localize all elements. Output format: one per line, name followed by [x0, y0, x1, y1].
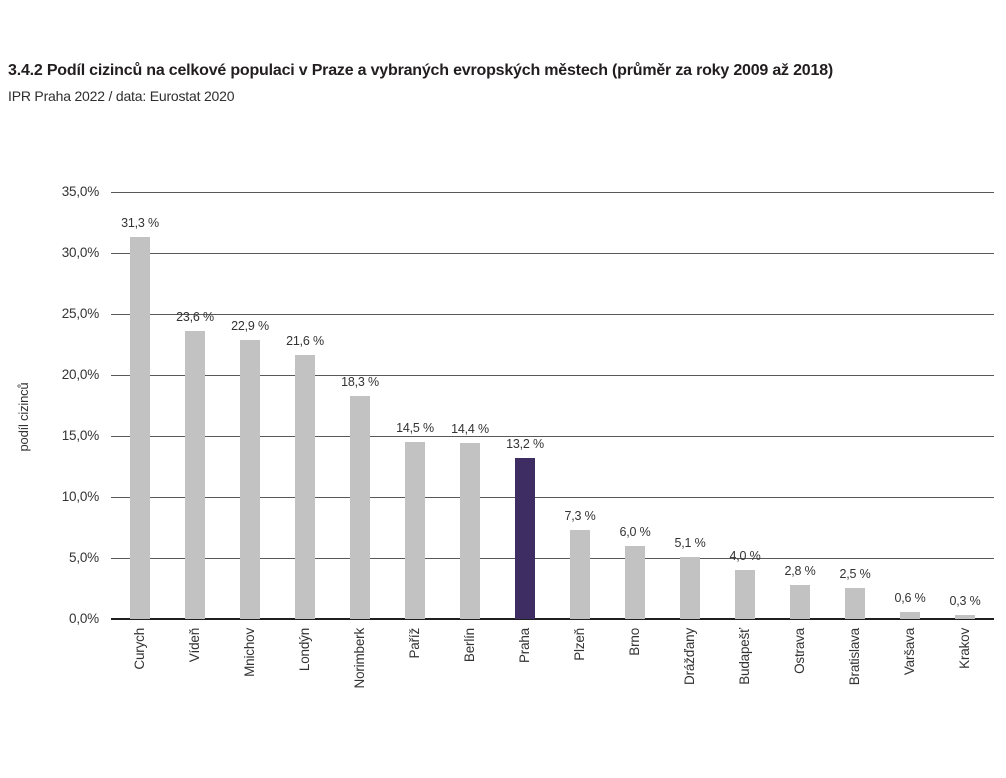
- x-axis-label-bratislava: Bratislava: [847, 628, 862, 686]
- y-gridline: [111, 192, 994, 193]
- bar-drazdany: [680, 557, 700, 619]
- bar-brno: [625, 546, 645, 619]
- x-axis-label-londyn: Londýn: [297, 628, 312, 672]
- y-gridline: [111, 253, 994, 254]
- bar-berlin: [460, 443, 480, 619]
- x-axis-line: [111, 618, 994, 620]
- bar-value-label-brno: 6,0 %: [619, 525, 651, 539]
- bar-mnichov: [240, 340, 260, 619]
- y-tick-label: 20,0%: [61, 367, 99, 382]
- x-axis-label-budapest: Budapešť: [737, 628, 752, 685]
- y-tick-label: 25,0%: [61, 306, 99, 321]
- bar-value-label-curych: 31,3 %: [121, 216, 159, 230]
- x-axis-label-viden: Vídeň: [187, 628, 202, 663]
- x-axis-label-varsava: Varšava: [902, 628, 917, 676]
- bar-value-label-bratislava: 2,5 %: [839, 567, 871, 581]
- x-axis-label-curych: Curych: [132, 628, 147, 670]
- y-tick-label: 10,0%: [61, 489, 99, 504]
- bar-value-label-krakov: 0,3 %: [949, 594, 981, 608]
- bar-viden: [185, 331, 205, 619]
- page-source: IPR Praha 2022 / data: Eurostat 2020: [8, 88, 235, 104]
- y-gridline: [111, 497, 994, 498]
- bar-londyn: [295, 355, 315, 619]
- y-gridline: [111, 375, 994, 376]
- x-axis-label-mnichov: Mnichov: [242, 628, 257, 677]
- bar-value-label-budapest: 4,0 %: [729, 549, 761, 563]
- bar-curych: [130, 237, 150, 619]
- bar-value-label-londyn: 21,6 %: [286, 334, 324, 348]
- bar-pariz: [405, 442, 425, 619]
- x-axis-label-praha: Praha: [517, 628, 532, 664]
- bar-praha: [515, 458, 535, 619]
- bar-krakov: [955, 615, 975, 619]
- bar-value-label-viden: 23,6 %: [176, 310, 214, 324]
- bar-value-label-drazdany: 5,1 %: [674, 536, 706, 550]
- y-tick-label: 0,0%: [69, 611, 99, 626]
- bar-ostrava: [790, 585, 810, 619]
- y-gridline: [111, 558, 994, 559]
- y-tick-label: 5,0%: [69, 550, 99, 565]
- bar-plzen: [570, 530, 590, 619]
- bar-value-label-praha: 13,2 %: [506, 437, 544, 451]
- bar-bratislava: [845, 588, 865, 619]
- x-axis-label-pariz: Paříž: [407, 628, 422, 659]
- bar-norimberk: [350, 396, 370, 619]
- x-axis-label-brno: Brno: [627, 628, 642, 656]
- bar-budapest: [735, 570, 755, 619]
- x-axis-label-drazdany: Drážďany: [682, 628, 697, 685]
- bar-value-label-varsava: 0,6 %: [894, 591, 926, 605]
- y-gridline: [111, 436, 994, 437]
- bar-value-label-mnichov: 22,9 %: [231, 319, 269, 333]
- y-tick-label: 15,0%: [61, 428, 99, 443]
- y-gridline: [111, 314, 994, 315]
- bar-value-label-pariz: 14,5 %: [396, 421, 434, 435]
- bar-value-label-berlin: 14,4 %: [451, 422, 489, 436]
- y-tick-label: 35,0%: [61, 184, 99, 199]
- page-title: 3.4.2 Podíl cizinců na celkové populaci …: [8, 62, 834, 79]
- x-axis-label-berlin: Berlín: [462, 628, 477, 663]
- bar-value-label-plzen: 7,3 %: [564, 509, 596, 523]
- x-axis-label-norimberk: Norimberk: [352, 628, 367, 689]
- y-tick-label: 30,0%: [61, 245, 99, 260]
- x-axis-label-krakov: Krakov: [957, 628, 972, 669]
- x-axis-label-ostrava: Ostrava: [792, 628, 807, 674]
- bar-value-label-ostrava: 2,8 %: [784, 564, 816, 578]
- bar-value-label-norimberk: 18,3 %: [341, 375, 379, 389]
- x-axis-label-plzen: Plzeň: [572, 628, 587, 661]
- bar-varsava: [900, 612, 920, 619]
